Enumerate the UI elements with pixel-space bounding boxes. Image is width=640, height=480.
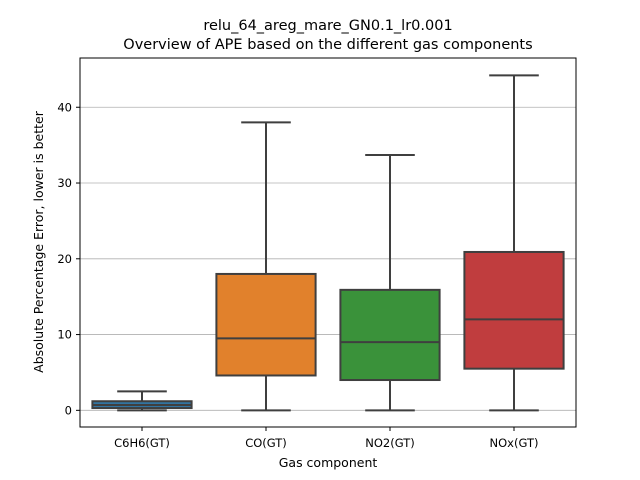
box-iqr — [339, 288, 441, 382]
y-tick-label: 30 — [57, 176, 72, 190]
chart-title: relu_64_areg_mare_GN0.1_lr0.001 — [203, 18, 452, 34]
box-plot — [215, 121, 317, 412]
y-axis-ticks: 0 10 20 30 40 — [57, 100, 80, 417]
y-tick-label: 20 — [57, 252, 72, 266]
box-iqr — [463, 250, 565, 370]
y-tick-label: 40 — [57, 100, 72, 114]
x-tick-label: NOx(GT) — [490, 436, 539, 450]
chart-subtitle: Overview of APE based on the different g… — [123, 37, 532, 53]
y-tick-label: 0 — [65, 403, 72, 417]
box-iqr — [215, 272, 317, 377]
x-tick-label: C6H6(GT) — [114, 436, 170, 450]
x-axis-ticks: C6H6(GT) CO(GT) NO2(GT) NOx(GT) — [114, 427, 538, 450]
box-plot — [91, 390, 193, 412]
x-tick-label: NO2(GT) — [365, 436, 414, 450]
box-plot — [339, 153, 441, 412]
y-axis-label: Absolute Percentage Error, lower is bett… — [31, 110, 46, 373]
box-plot — [463, 74, 565, 412]
plot-frame — [79, 57, 577, 428]
x-axis-label: Gas component — [279, 455, 378, 470]
box-plots — [91, 74, 565, 412]
x-tick-label: CO(GT) — [245, 436, 287, 450]
y-tick-label: 10 — [57, 328, 72, 342]
